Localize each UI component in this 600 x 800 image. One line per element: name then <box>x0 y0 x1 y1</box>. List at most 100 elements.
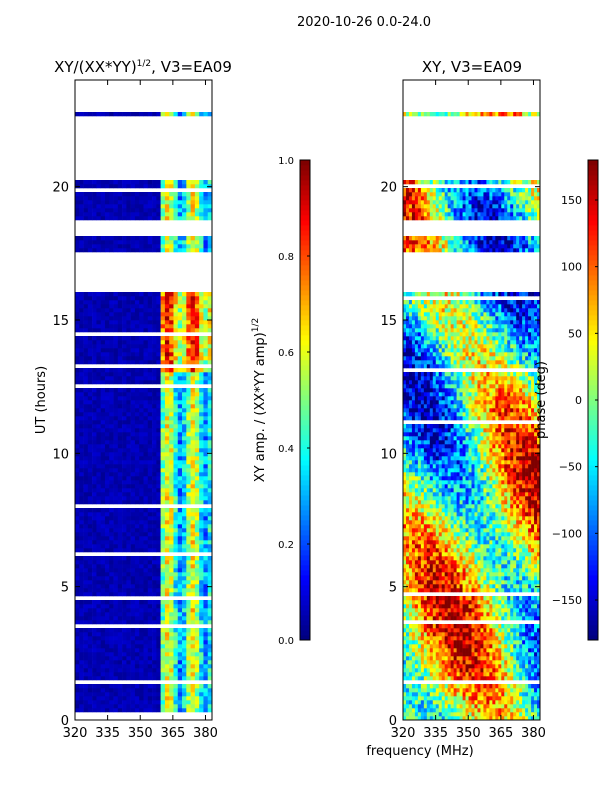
heatmap-cell <box>109 180 114 185</box>
heatmap-cell <box>87 404 93 409</box>
y-tick-label: 0 <box>61 714 69 729</box>
heatmap-cell <box>83 412 89 417</box>
heatmap-cell <box>139 632 144 637</box>
heatmap-cell <box>122 700 127 705</box>
x-tick-label: 365 <box>160 726 185 741</box>
heatmap-cell <box>113 556 119 561</box>
colorbar-segment <box>300 505 310 511</box>
heatmap-cell <box>152 516 157 521</box>
heatmap-cell <box>122 576 127 581</box>
heatmap-cell <box>504 660 508 665</box>
heatmap-cell <box>190 464 196 469</box>
heatmap-cell <box>117 300 123 305</box>
heatmap-cell <box>96 316 101 321</box>
heatmap-cell <box>177 488 183 493</box>
heatmap-cell <box>117 496 123 501</box>
heatmap-cell <box>182 472 187 477</box>
heatmap-cell <box>459 664 463 669</box>
heatmap-cell <box>519 668 523 673</box>
heatmap-cell <box>495 664 499 669</box>
colorbar-segment <box>300 475 310 481</box>
heatmap-cell <box>438 692 443 697</box>
heatmap-cell <box>104 380 110 385</box>
heatmap-cell <box>194 432 200 437</box>
heatmap-cell <box>471 672 475 677</box>
heatmap-cell <box>522 656 526 661</box>
heatmap-cell <box>186 544 191 549</box>
heatmap-cell <box>169 208 174 213</box>
heatmap-cell <box>190 540 196 545</box>
heatmap-cell <box>75 520 80 525</box>
heatmap-cell <box>100 592 106 597</box>
heatmap-cell <box>531 708 535 713</box>
heatmap-cell <box>100 204 106 209</box>
heatmap-cell <box>182 616 187 621</box>
heatmap-cell <box>519 708 523 713</box>
heatmap-cell <box>83 432 89 437</box>
heatmap-cell <box>199 612 204 617</box>
heatmap-cell <box>474 640 478 645</box>
heatmap-cell <box>75 496 80 501</box>
heatmap-cell <box>83 448 89 453</box>
heatmap-cell <box>169 700 174 705</box>
heatmap-cell <box>483 704 487 709</box>
heatmap-cell <box>194 544 200 549</box>
heatmap-cell <box>100 532 106 537</box>
heatmap-cell <box>130 356 136 361</box>
heatmap-cell <box>92 312 97 317</box>
heatmap-cell <box>100 388 106 393</box>
heatmap-cell <box>423 708 428 713</box>
heatmap-cell <box>403 640 407 645</box>
heatmap-cell <box>465 676 469 681</box>
heatmap-cell <box>130 628 136 633</box>
heatmap-cell <box>480 608 484 613</box>
heatmap-cell <box>199 380 204 385</box>
heatmap-cell <box>173 440 179 445</box>
heatmap-cell <box>177 708 183 713</box>
heatmap-cell <box>160 568 166 573</box>
heatmap-cell <box>173 340 179 345</box>
heatmap-cell <box>477 600 481 605</box>
heatmap-cell <box>194 516 200 521</box>
heatmap-cell <box>147 452 153 457</box>
heatmap-cell <box>79 492 84 497</box>
heatmap-cell <box>426 604 431 609</box>
heatmap-cell <box>83 568 89 573</box>
heatmap-cell <box>483 608 487 613</box>
heatmap-cell <box>104 540 110 545</box>
heatmap-cell <box>534 704 538 709</box>
heatmap-cell <box>194 696 200 701</box>
heatmap-cell <box>173 544 179 549</box>
heatmap-cell <box>100 512 106 517</box>
heatmap-cell <box>122 328 127 333</box>
heatmap-cell <box>109 472 114 477</box>
heatmap-cell <box>109 508 114 513</box>
heatmap-cell <box>182 380 187 385</box>
heatmap-cell <box>522 648 526 653</box>
heatmap-cell <box>194 528 200 533</box>
heatmap-cell <box>139 372 144 377</box>
heatmap-cell <box>96 204 101 209</box>
heatmap-cell <box>156 200 161 205</box>
heatmap-cell <box>173 536 179 541</box>
heatmap-cell <box>432 600 437 605</box>
heatmap-cell <box>182 520 187 525</box>
heatmap-cell <box>126 528 131 533</box>
heatmap-cell <box>169 604 174 609</box>
heatmap-cell <box>522 608 526 613</box>
heatmap-cell <box>207 180 213 185</box>
heatmap-cell <box>79 196 84 201</box>
heatmap-cell <box>164 608 170 613</box>
heatmap-cell <box>468 688 472 693</box>
heatmap-cell <box>139 356 144 361</box>
heatmap-cell <box>480 600 484 605</box>
heatmap-cell <box>122 632 127 637</box>
heatmap-cell <box>537 640 541 645</box>
heatmap-cell <box>75 524 80 529</box>
heatmap-cell <box>199 568 204 573</box>
heatmap-cell <box>444 648 448 653</box>
heatmap-cell <box>164 340 170 345</box>
heatmap-cell <box>480 656 484 661</box>
heatmap-cell <box>147 208 153 213</box>
heatmap-cell <box>408 608 413 613</box>
